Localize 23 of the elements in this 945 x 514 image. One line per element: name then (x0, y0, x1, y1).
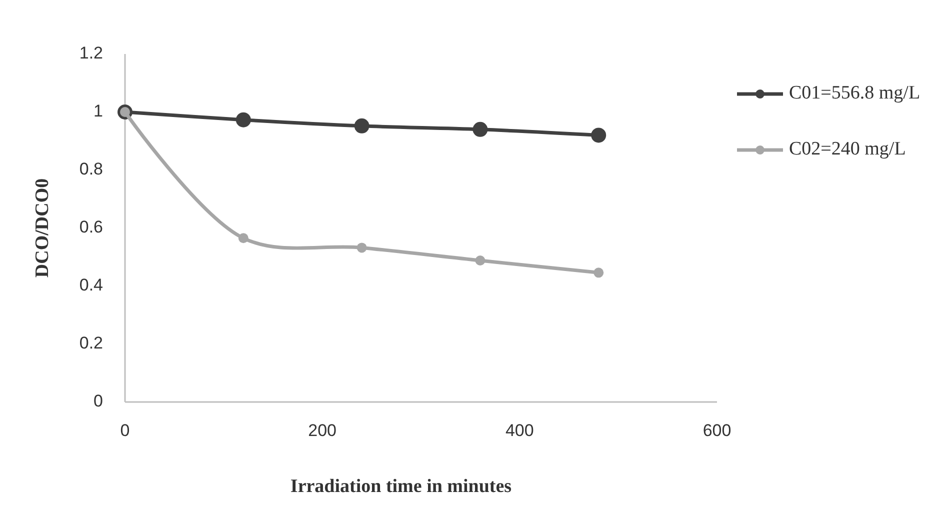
point (354, 118, 370, 134)
x-tick-label: 400 (505, 421, 534, 440)
y-axis-title: DCO/DCO0 (32, 178, 53, 278)
y-tick-label: 1.2 (79, 43, 103, 62)
point (472, 122, 488, 137)
point (238, 233, 248, 244)
point (475, 255, 486, 266)
y-tick-label: 0.8 (79, 159, 103, 178)
y-tick-label: 1 (94, 101, 103, 120)
y-tick-label: 0 (94, 391, 103, 410)
legend-label: C01=556.8 mg/L (789, 82, 920, 104)
point (591, 128, 606, 143)
x-tick-label: 0 (120, 421, 130, 440)
y-tick-label: 0.4 (79, 275, 103, 294)
x-tick-label: 200 (308, 421, 337, 440)
legend-label: C02=240 mg/L (789, 138, 906, 160)
y-tick-label: 0.6 (79, 217, 103, 236)
x-tick-label: 600 (702, 421, 732, 440)
x-axis-title: Irradiation time in minutes (290, 476, 512, 497)
point (594, 268, 604, 278)
point (356, 242, 367, 253)
y-tick-label: 0.2 (79, 333, 103, 352)
point (236, 112, 251, 128)
